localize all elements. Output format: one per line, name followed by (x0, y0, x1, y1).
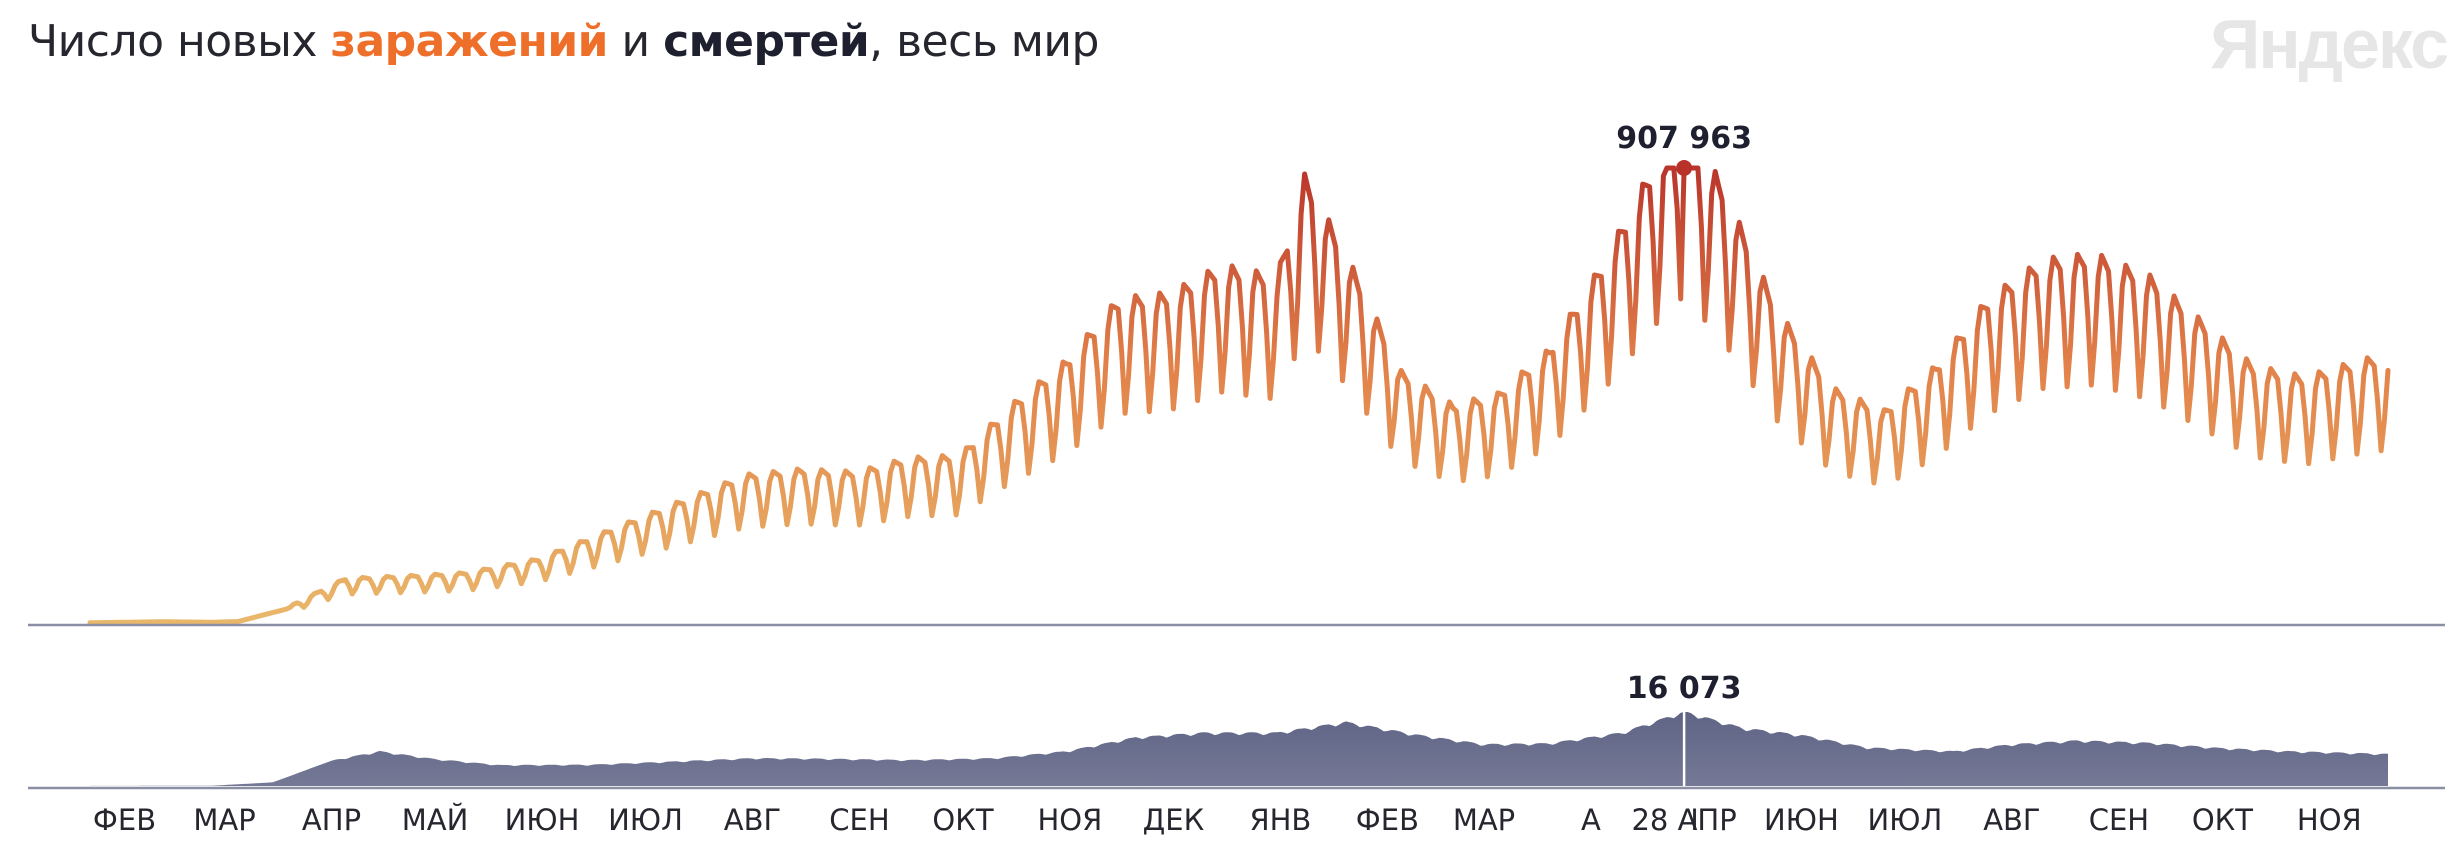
x-tick-label: АВГ (1983, 803, 2040, 837)
x-tick-label: 28 АПР (1631, 803, 1736, 837)
x-tick-label: ФЕВ (93, 803, 156, 837)
title-deaths: смертей (663, 16, 870, 67)
deaths-area (90, 712, 2388, 786)
x-tick-label: МАР (1453, 803, 1515, 837)
title-middle: и (608, 16, 664, 67)
x-tick-label: МАЙ (402, 803, 469, 837)
yandex-logo: Яндекс (2210, 5, 2449, 83)
x-tick-label: ФЕВ (1356, 803, 1419, 837)
x-tick-label: І (1690, 803, 1699, 837)
title-suffix: , весь мир (869, 16, 1099, 67)
x-tick-label: НОЯ (2297, 803, 2362, 837)
x-tick-label: ИЮЛ (608, 803, 683, 837)
x-tick-label: НОЯ (1038, 803, 1103, 837)
x-tick-label: ЯНВ (1249, 803, 1311, 837)
x-tick-label: АПР (302, 803, 361, 837)
x-tick-label: СЕН (2089, 803, 2149, 837)
x-tick-label: ОКТ (2192, 803, 2253, 837)
x-tick-label: МАР (193, 803, 255, 837)
x-tick-label: А (1581, 803, 1601, 837)
deaths-peak-label: 16 073 (1627, 671, 1742, 706)
title-prefix: Число новых (28, 16, 331, 67)
title-infections: заражений (330, 16, 609, 67)
x-tick-label: СЕН (829, 803, 889, 837)
x-tick-label: АВГ (724, 803, 781, 837)
x-tick-label: ИЮН (505, 803, 580, 837)
infections-peak-label: 907 963 (1616, 121, 1752, 156)
x-tick-label: ИЮЛ (1867, 803, 1942, 837)
x-axis-ticks: ФЕВ МАР АПР МАЙ ИЮН ИЮЛ АВГ СЕН ОКТ НОЯ ДЕК ЯНВ ФЕВ М… (93, 803, 2362, 837)
x-tick-label: ОКТ (932, 803, 993, 837)
infections-peak-marker (1676, 160, 1693, 176)
chart-title: Число новых заражений и смертей, весь ми… (28, 16, 1099, 67)
x-tick-label: ИЮН (1764, 803, 1839, 837)
x-tick-label: ДЕК (1143, 803, 1205, 837)
infections-line (87, 165, 2391, 626)
